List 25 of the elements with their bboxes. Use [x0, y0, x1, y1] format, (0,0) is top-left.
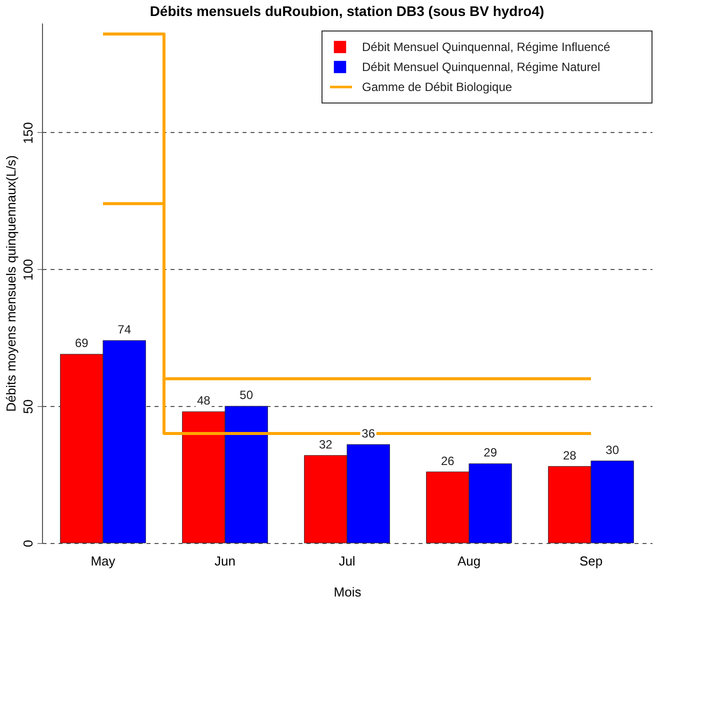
legend-label: Débit Mensuel Quinquennal, Régime Naturel — [362, 60, 600, 74]
data-label: 32 — [318, 437, 333, 452]
x-tick-label: Jun — [214, 554, 236, 568]
data-label: 50 — [240, 388, 254, 402]
x-tick-label: Sep — [579, 554, 603, 568]
data-label: 29 — [484, 446, 498, 460]
legend-label: Gamme de Débit Biologique — [362, 80, 512, 94]
data-label: 48 — [196, 394, 211, 408]
data-label: 36 — [362, 426, 376, 440]
y-tick-label: 50 — [20, 399, 36, 414]
data-label: 26 — [440, 454, 455, 468]
x-tick-label: Aug — [457, 554, 481, 568]
chart-title: Débits mensuels duRoubion, station DB3 (sous BV hydro4) — [150, 3, 544, 19]
y-axis-title: Débits moyens mensuels quinquennaux(L/s) — [4, 155, 18, 412]
y-tick-label: 150 — [20, 122, 36, 144]
x-axis-title: Mois — [334, 584, 362, 600]
x-tick-label: Jul — [338, 554, 356, 568]
y-tick-label: 0 — [20, 540, 36, 548]
legend-label: Débit Mensuel Quinquennal, Régime Influencé — [362, 40, 610, 54]
y-tick-label: 100 — [20, 258, 36, 281]
data-label: 69 — [74, 336, 89, 350]
data-label: 28 — [562, 448, 577, 462]
x-tick-label: May — [90, 554, 116, 568]
data-label: 74 — [118, 322, 132, 336]
data-label: 30 — [606, 442, 620, 457]
